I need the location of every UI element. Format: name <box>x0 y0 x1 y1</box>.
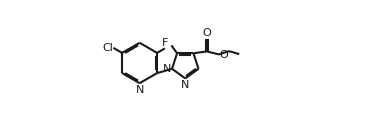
Text: F: F <box>162 38 168 48</box>
Text: O: O <box>203 28 211 38</box>
Text: N: N <box>163 64 171 74</box>
Text: N: N <box>135 85 144 95</box>
Text: O: O <box>220 50 228 60</box>
Text: N: N <box>181 80 189 90</box>
Text: Cl: Cl <box>102 43 113 53</box>
